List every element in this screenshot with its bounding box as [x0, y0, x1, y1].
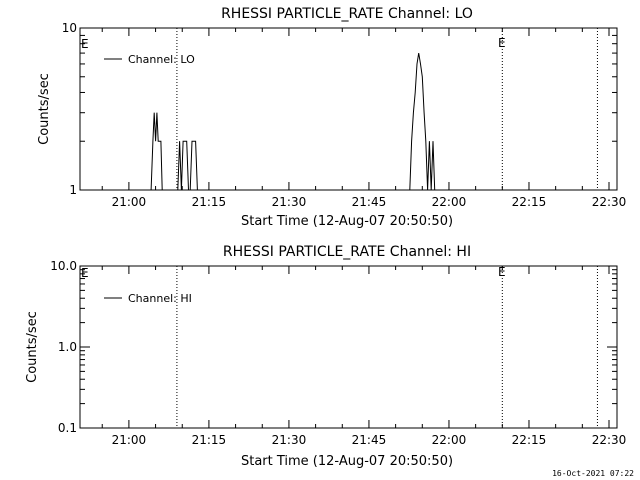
footer-timestamp: 16-Oct-2021 07:22	[552, 469, 634, 478]
panel-lo: RHESSI PARTICLE_RATE Channel: LO 21:00 21…	[37, 6, 626, 229]
panel-hi-edge-marker-left: E	[81, 266, 89, 280]
y-tick-label: 0.1	[58, 421, 77, 435]
x-tick-label: 21:30	[272, 195, 307, 209]
panel-lo-x-ticks: 21:00 21:15 21:30 21:45 22:00 22:15 22:30	[101, 28, 627, 209]
panel-hi-event-lines	[176, 266, 598, 428]
panel-lo-title: RHESSI PARTICLE_RATE Channel: LO	[221, 6, 473, 22]
panel-hi-legend-entry: Channel: HI	[128, 292, 192, 305]
x-tick-label: 21:45	[352, 433, 387, 447]
x-tick-label: 22:15	[512, 195, 547, 209]
x-tick-label: 22:30	[592, 433, 627, 447]
y-tick-label: 10.0	[50, 259, 77, 273]
x-tick-label: 22:30	[592, 195, 627, 209]
panel-hi-x-axis-label: Start Time (12-Aug-07 20:50:50)	[241, 454, 453, 469]
panel-lo-series-line	[150, 53, 441, 191]
panel-lo-event-lines	[176, 28, 598, 190]
x-tick-label: 22:15	[512, 433, 547, 447]
panel-hi-y-ticks: 0.1 1.0 10.0	[50, 259, 617, 435]
panel-hi-y-axis-label: Counts/sec	[25, 311, 40, 383]
panel-lo-edge-marker-left: E	[81, 37, 89, 51]
x-tick-label: 21:15	[192, 195, 227, 209]
panel-hi: RHESSI PARTICLE_RATE Channel: HI 21:00 21…	[25, 244, 626, 469]
panel-hi-legend: Channel: HI	[104, 292, 192, 305]
x-tick-label: 21:45	[352, 195, 387, 209]
x-tick-label: 21:15	[192, 433, 227, 447]
panel-hi-plot-frame	[79, 265, 618, 429]
panel-lo-event-marker-label: E	[498, 36, 506, 50]
panel-lo-y-axis-label: Counts/sec	[37, 73, 52, 145]
panel-hi-title: RHESSI PARTICLE_RATE Channel: HI	[223, 244, 471, 260]
panel-lo-legend-entry: Channel: LO	[128, 53, 195, 66]
y-tick-label: 10	[62, 21, 77, 35]
y-tick-label: 1	[69, 183, 77, 197]
x-tick-label: 22:00	[432, 433, 467, 447]
x-tick-label: 21:30	[272, 433, 307, 447]
panel-lo-legend: Channel: LO	[104, 53, 195, 66]
panel-lo-x-axis-label: Start Time (12-Aug-07 20:50:50)	[241, 214, 453, 229]
panel-hi-event-marker-label: E	[498, 265, 506, 279]
panel-lo-y-ticks: 1 10	[62, 21, 617, 197]
x-tick-label: 21:00	[112, 433, 147, 447]
x-tick-label: 22:00	[432, 195, 467, 209]
y-tick-label: 1.0	[58, 340, 77, 354]
x-tick-label: 21:00	[112, 195, 147, 209]
